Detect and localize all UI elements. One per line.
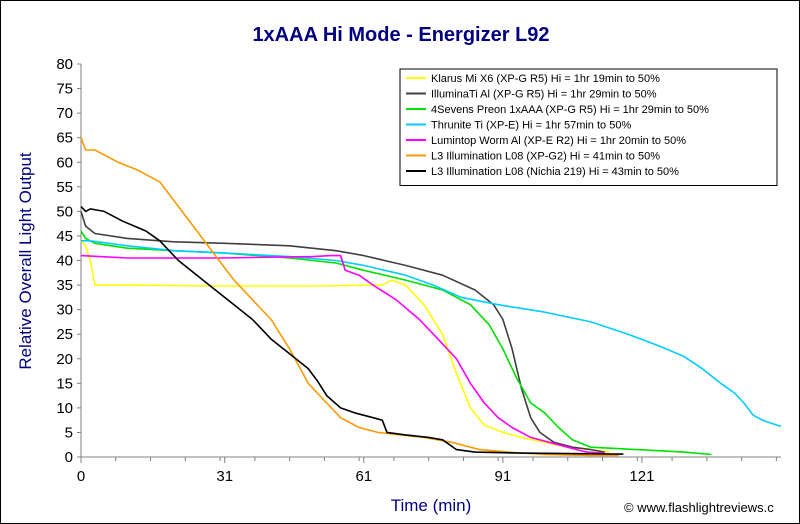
- legend-entry: L3 Illumination L08 (XP-G2) Hi = 41min t…: [431, 151, 660, 163]
- axes: 0 5 10 15 20 25 30 35 40 45 50 55 60 65 70 75 80 0 31 61 91 1…: [56, 56, 781, 485]
- series-line-7: [80, 205, 624, 455]
- y-tick-label: 20: [56, 351, 73, 368]
- series-line-3: [80, 230, 712, 456]
- y-tick-label: 15: [56, 375, 73, 392]
- legend-box: [399, 68, 778, 186]
- legend-entry: 4Sevens Preon 1xAAA (XP-G R5) Hi = 1hr 2…: [431, 104, 709, 116]
- y-tick-label: 75: [56, 81, 73, 98]
- y-tick-label: 80: [56, 56, 73, 73]
- y-tick-label: 5: [65, 424, 73, 441]
- plot-area: [80, 137, 782, 457]
- legend-entry: L3 Illumination L08 (Nichia 219) Hi = 43…: [431, 166, 679, 178]
- y-tick-label: 60: [56, 154, 73, 171]
- y-tick-label: 70: [56, 105, 73, 122]
- y-tick-label: 65: [56, 130, 73, 147]
- legend: Klarus Mi X6 (XP-G R5) Hi = 1hr 19min to…: [399, 68, 778, 186]
- chart-title: 1xAAA Hi Mode - Energizer L92: [252, 24, 549, 46]
- y-tick-label: 30: [56, 302, 73, 319]
- x-axis-label: Time (min): [391, 496, 472, 515]
- series-line-2: [80, 211, 605, 453]
- y-tick-label: 55: [56, 179, 73, 196]
- x-tick-label: 121: [629, 468, 654, 485]
- y-tick-label: 0: [65, 449, 73, 466]
- x-tick-label: 31: [216, 468, 233, 485]
- y-tick-label: 45: [56, 228, 73, 245]
- legend-entry: IlluminaTi Al (XP-G R5) Hi = 1hr 29min t…: [431, 89, 657, 101]
- legend-entry: Klarus Mi X6 (XP-G R5) Hi = 1hr 19min to…: [431, 73, 660, 85]
- x-tick-label: 61: [355, 468, 372, 485]
- y-tick-label: 50: [56, 203, 73, 220]
- y-tick-label: 25: [56, 326, 73, 343]
- series-line-4: [81, 240, 782, 428]
- series-line-6: [80, 137, 619, 457]
- x-tick-label: 0: [77, 468, 85, 485]
- y-tick-label: 10: [56, 400, 73, 417]
- series-line-1: [80, 240, 610, 453]
- legend-entry: Thrunite Ti (XP-E) Hi = 1hr 57min to 50%: [431, 120, 631, 132]
- x-tick-label: 91: [495, 468, 512, 485]
- y-tick-label: 40: [56, 253, 73, 270]
- series-line-5: [80, 254, 605, 454]
- y-tick-label: 35: [56, 277, 73, 294]
- legend-entry: Lumintop Worm Al (XP-E R2) Hi = 1hr 20mi…: [431, 135, 686, 147]
- footer-credit: © www.flashlightreviews.c: [624, 500, 774, 515]
- y-axis-label: Relative Overall Light Output: [16, 152, 35, 370]
